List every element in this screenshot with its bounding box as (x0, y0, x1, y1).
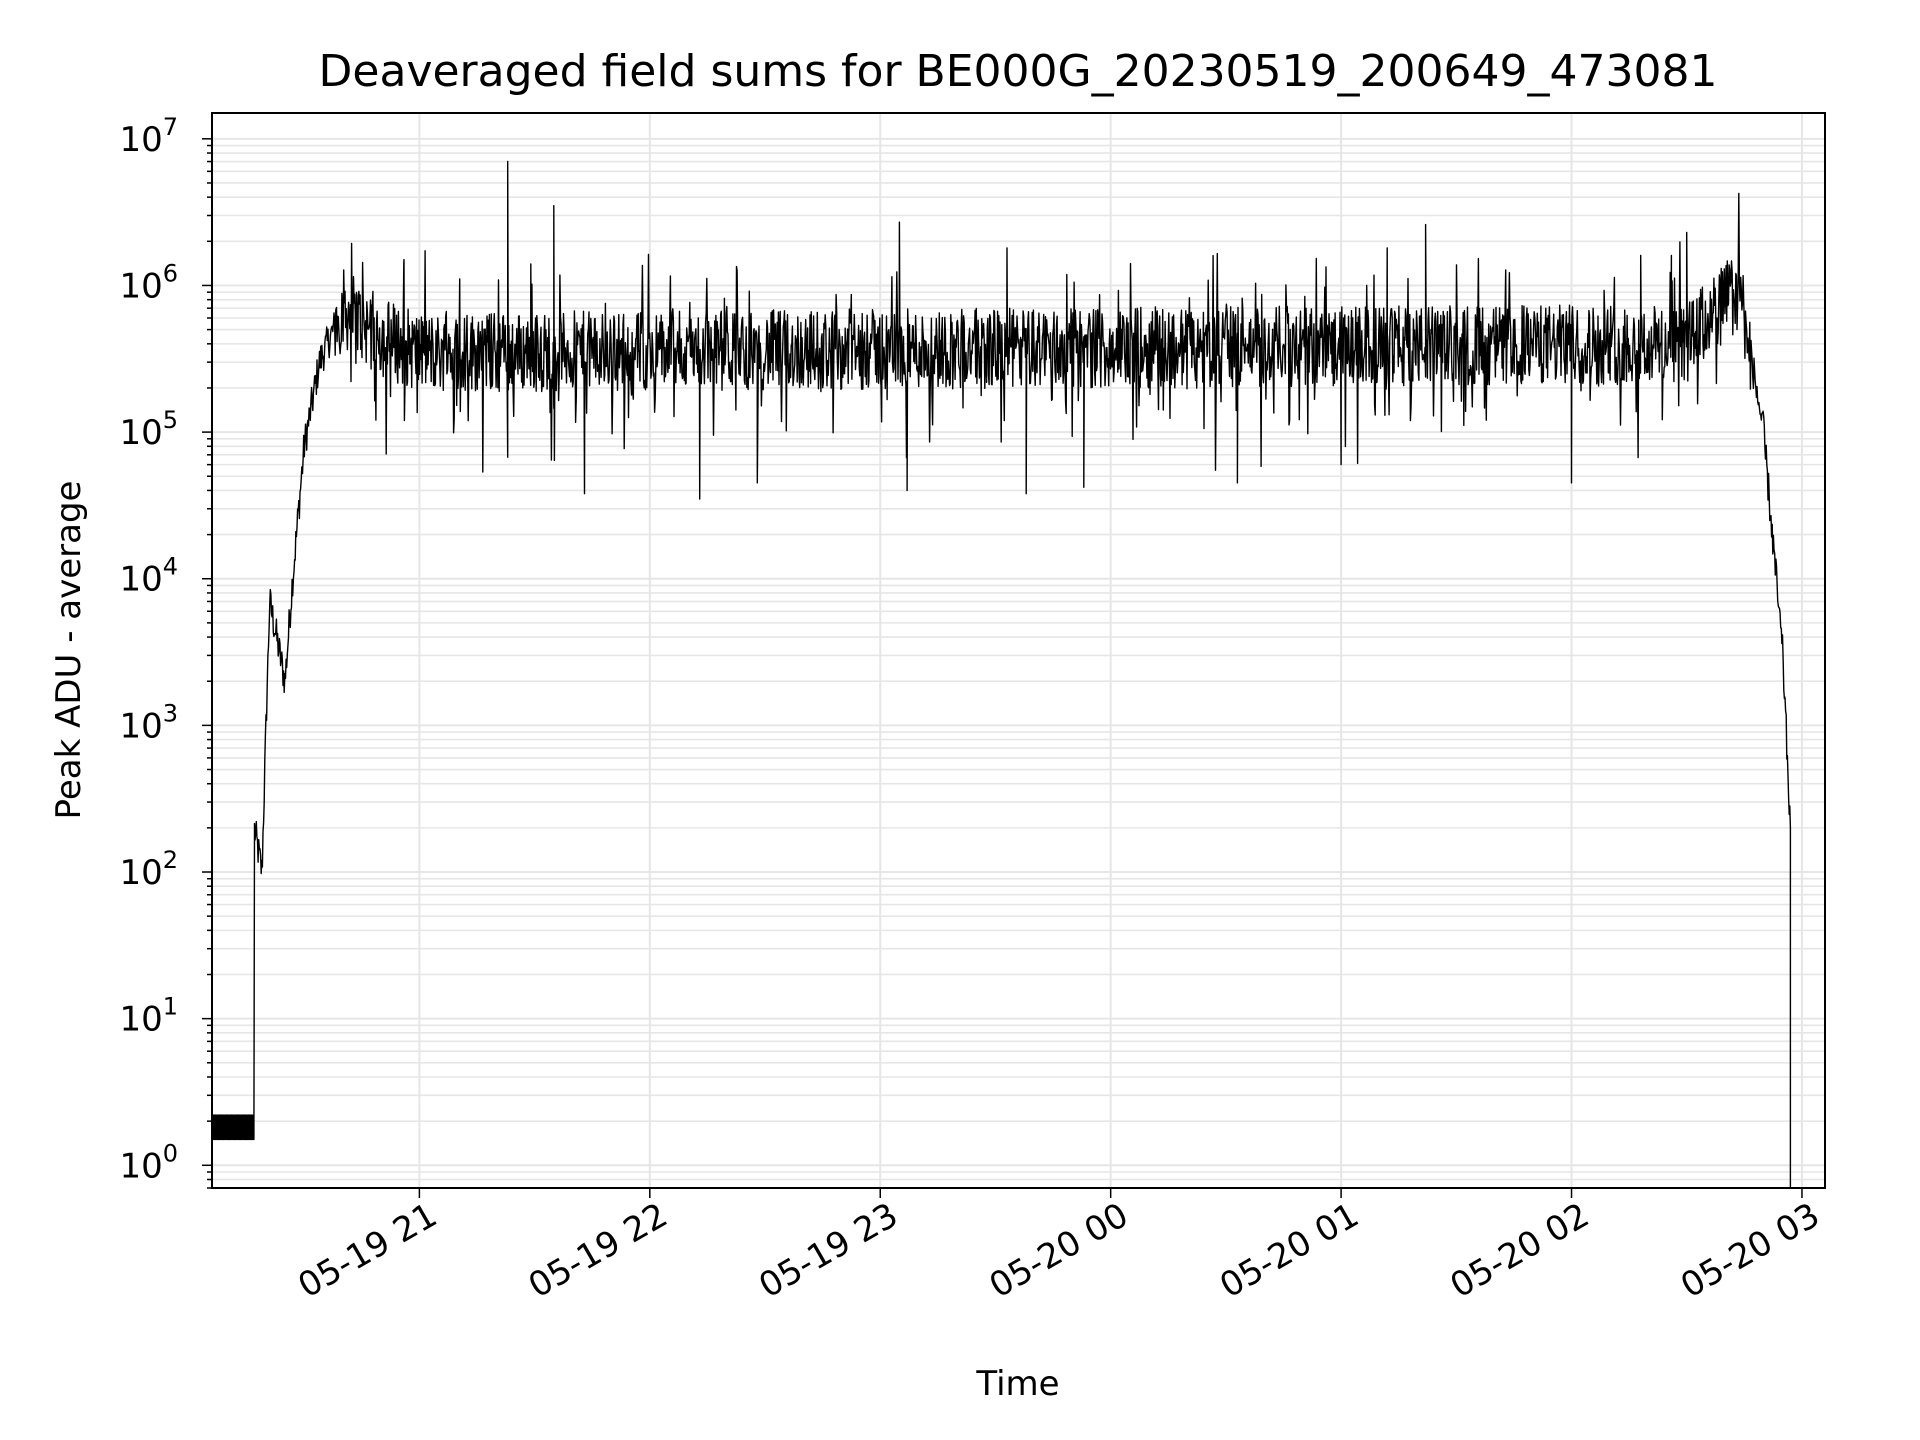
y-tick-label: 104 (119, 553, 178, 600)
x-tick-label: 05-19 21 (291, 1195, 443, 1306)
x-tick-label: 05-19 22 (522, 1195, 674, 1306)
grid-lines (212, 113, 1825, 1189)
y-tick-label: 105 (119, 406, 178, 453)
y-tick-label: 100 (119, 1139, 178, 1186)
y-axis-label: Peak ADU - average (49, 481, 89, 820)
y-tick-label: 103 (119, 699, 178, 746)
y-tick-label: 101 (119, 993, 178, 1040)
x-tick-label: 05-20 02 (1444, 1195, 1596, 1306)
chart-title: Deaveraged field sums for BE000G_2023051… (319, 46, 1718, 97)
y-tick-label: 106 (119, 259, 178, 306)
y-tick-label: 107 (119, 113, 178, 160)
series-line (211, 160, 1792, 1188)
x-tick-label: 05-20 03 (1674, 1195, 1826, 1306)
x-tick-label: 05-20 00 (983, 1195, 1135, 1306)
x-axis-label: Time (975, 1364, 1059, 1404)
series-path (211, 160, 1792, 1188)
x-tick-label: 05-20 01 (1213, 1195, 1365, 1306)
y-tick-label: 102 (119, 846, 178, 893)
x-tick-label: 05-19 23 (752, 1195, 904, 1306)
plot-frame (211, 112, 1826, 1189)
